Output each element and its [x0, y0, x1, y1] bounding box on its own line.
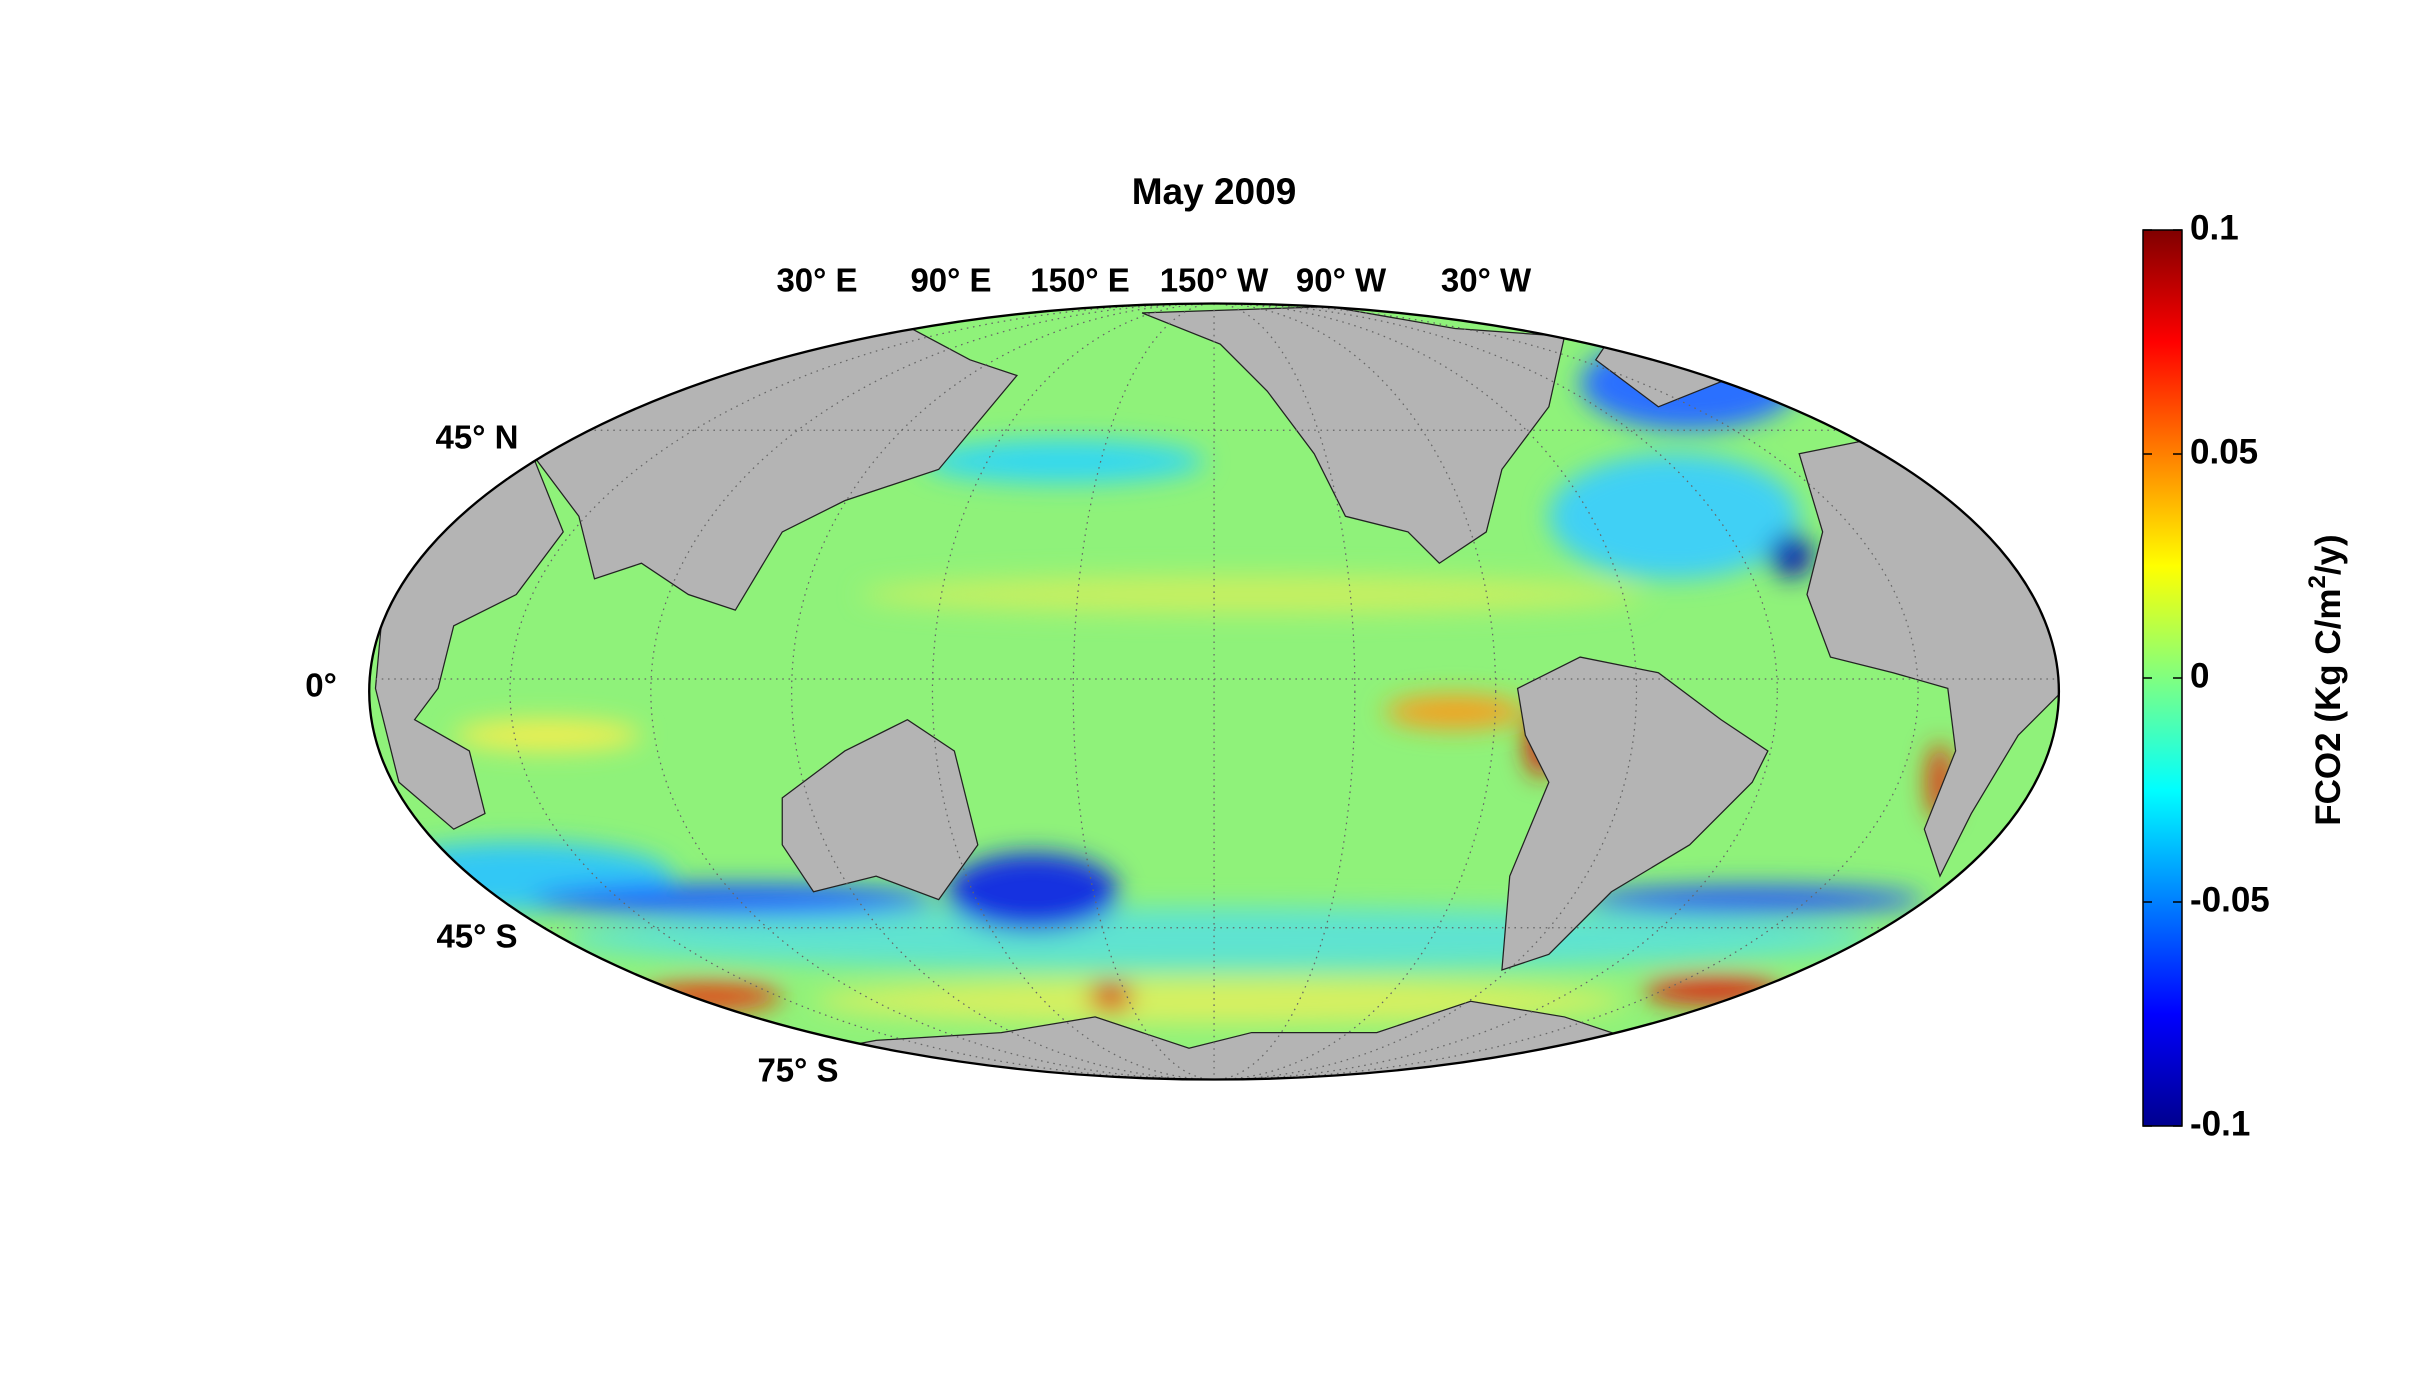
map	[368, 302, 2061, 1081]
colorbar-tick-label: -0.1	[2190, 1104, 2250, 1143]
lon-label: 150° W	[1160, 262, 1269, 299]
map-frame	[368, 302, 2061, 1081]
lon-label: 90° E	[910, 262, 991, 299]
colorbar-tick-label: 0	[2190, 656, 2209, 695]
lon-label: 150° E	[1030, 262, 1129, 299]
lat-label: 75° S	[757, 1052, 838, 1089]
colorbar-label-text: FCO2 (Kg C/m	[2309, 588, 2348, 825]
colorbar-label-end: /y)	[2309, 534, 2348, 575]
colorbar-tick-label: -0.05	[2190, 880, 2270, 919]
lat-label: 0°	[305, 667, 337, 704]
lon-label: 30° E	[776, 262, 857, 299]
colorbar-label: FCO2 (Kg C/m2/y)	[2304, 534, 2348, 825]
colorbar-tick-label: 0.05	[2190, 432, 2258, 471]
lon-label: 30° W	[1441, 262, 1532, 299]
lon-label: 90° W	[1296, 262, 1387, 299]
title: May 2009	[1132, 171, 1297, 212]
colorbar-tick-label: 0.1	[2190, 208, 2239, 247]
lat-label: 45° N	[436, 419, 519, 456]
graticule	[369, 303, 2059, 1080]
ocean-field	[369, 303, 2059, 1080]
colorbar-label-sup: 2	[2304, 575, 2331, 588]
lat-label: 45° S	[436, 918, 517, 955]
